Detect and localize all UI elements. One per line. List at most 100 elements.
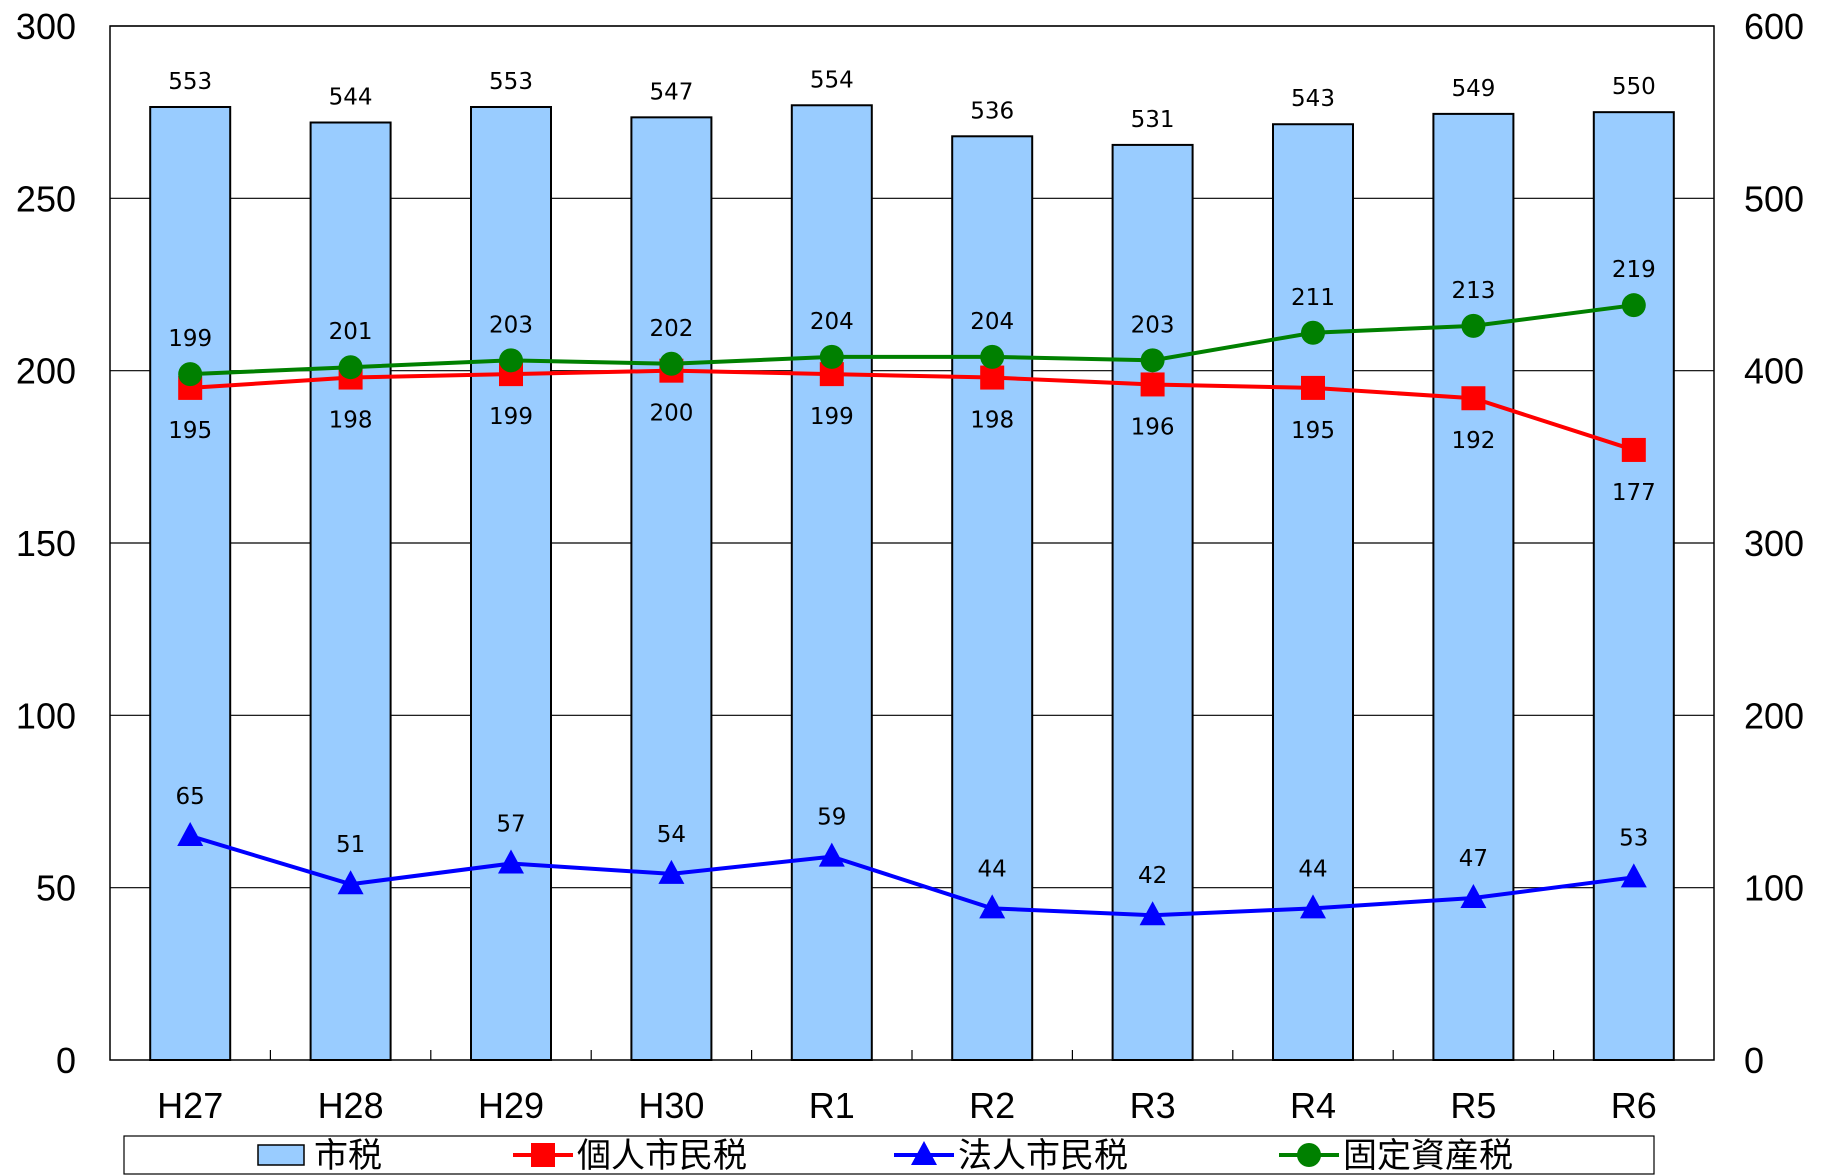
y-left-tick-label: 200 xyxy=(16,351,76,392)
square-marker xyxy=(1301,375,1325,400)
square-marker xyxy=(1140,372,1165,397)
line-value-label: 42 xyxy=(1138,863,1167,889)
triangle-marker xyxy=(1139,901,1166,926)
x-tick-label: H27 xyxy=(157,1085,223,1126)
line-value-label: 204 xyxy=(810,309,854,335)
y-right-tick-label: 200 xyxy=(1744,695,1804,736)
triangle-marker xyxy=(498,849,524,874)
bar-value-label: 531 xyxy=(1131,107,1175,133)
x-tick-label: R3 xyxy=(1130,1085,1176,1126)
x-tick-label: R2 xyxy=(969,1085,1015,1126)
line-value-label: 177 xyxy=(1612,480,1656,506)
line-value-label: 199 xyxy=(168,326,212,352)
bar-series xyxy=(149,104,1675,1062)
y-left-tick-label: 300 xyxy=(16,6,76,47)
x-tick-label: R4 xyxy=(1290,1085,1336,1126)
x-tick-label: H30 xyxy=(638,1085,704,1126)
circle-marker xyxy=(819,344,844,369)
bar-value-label: 549 xyxy=(1451,76,1495,102)
x-tick-label: R1 xyxy=(809,1085,855,1126)
triangle-marker xyxy=(818,842,845,867)
triangle-marker xyxy=(1460,884,1487,909)
bar-value-label: 536 xyxy=(970,98,1014,124)
x-tick-label: R6 xyxy=(1611,1085,1657,1126)
line-value-label: 65 xyxy=(176,784,205,810)
line-value-label: 51 xyxy=(336,832,365,858)
line-value-label: 202 xyxy=(649,316,693,342)
legend-triangle-marker xyxy=(911,1141,937,1165)
x-tick-label: R5 xyxy=(1450,1085,1496,1126)
legend-label: 市税 xyxy=(314,1136,382,1176)
y-right-tick-label: 0 xyxy=(1744,1040,1764,1081)
line-value-label: 198 xyxy=(329,408,373,434)
triangle-marker xyxy=(1620,863,1647,888)
bar-value-label: 553 xyxy=(168,69,212,95)
square-marker xyxy=(1461,386,1486,411)
bar-value-label: 547 xyxy=(649,79,693,105)
circle-marker xyxy=(1301,320,1325,345)
x-tick-label: H28 xyxy=(318,1085,384,1126)
x-tick-label: H29 xyxy=(478,1085,544,1126)
line-value-label: 211 xyxy=(1291,285,1335,311)
circle-marker xyxy=(980,344,1005,369)
line-value-label: 196 xyxy=(1131,414,1175,440)
bar-value-label: 543 xyxy=(1291,86,1335,112)
bar-H30 xyxy=(630,116,713,1061)
line-value-label: 195 xyxy=(1291,418,1335,444)
y-left-tick-label: 250 xyxy=(16,178,76,219)
bar-value-label: 550 xyxy=(1612,74,1656,100)
line-value-label: 203 xyxy=(489,312,533,338)
data-labels: 553 544 553 547 554 536 531 543 549 550 195 198 199 2… xyxy=(168,67,1656,889)
triangle-marker xyxy=(1300,894,1326,919)
circle-marker xyxy=(1621,293,1646,318)
circle-marker xyxy=(499,348,523,373)
bar-H27 xyxy=(149,105,232,1062)
bar-R2 xyxy=(951,135,1034,1061)
square-marker xyxy=(980,365,1005,390)
line-value-label: 219 xyxy=(1612,257,1656,283)
y-right-tick-label: 100 xyxy=(1744,868,1804,909)
line-value-label: 200 xyxy=(649,401,693,427)
y-right-tick-label: 600 xyxy=(1744,6,1804,47)
line-value-label: 204 xyxy=(970,309,1014,335)
legend-square-marker xyxy=(531,1143,555,1167)
line-triangle xyxy=(189,834,1635,918)
line-value-label: 192 xyxy=(1451,428,1495,454)
circle-marker xyxy=(178,362,203,387)
bar-value-label: 553 xyxy=(489,69,533,95)
line-circle xyxy=(190,303,1635,377)
circle-marker xyxy=(1461,313,1486,338)
bar-R6 xyxy=(1592,111,1675,1061)
line-value-label: 213 xyxy=(1451,278,1495,304)
line-value-label: 44 xyxy=(1298,856,1327,882)
bar-R4 xyxy=(1272,123,1354,1062)
legend: 市税 個人市民税 法人市民税 固定資産税 xyxy=(123,1135,1655,1176)
y-left-tick-label: 0 xyxy=(56,1040,76,1081)
line-value-label: 198 xyxy=(970,408,1014,434)
line-value-label: 54 xyxy=(657,822,686,848)
y-right-tick-label: 400 xyxy=(1744,351,1804,392)
y-left-tick-label: 50 xyxy=(36,868,76,909)
circle-marker xyxy=(338,355,363,380)
line-value-label: 53 xyxy=(1619,825,1648,851)
legend-label: 個人市民税 xyxy=(577,1136,747,1176)
line-value-label: 47 xyxy=(1459,846,1488,872)
circle-marker xyxy=(659,351,684,376)
line-value-label: 199 xyxy=(489,404,533,430)
circle-marker xyxy=(1140,348,1165,373)
legend-label: 法人市民税 xyxy=(958,1136,1128,1176)
line-value-label: 203 xyxy=(1131,312,1175,338)
line-series xyxy=(177,293,1647,926)
y-left-tick-label: 100 xyxy=(16,695,76,736)
bar-value-label: 544 xyxy=(329,85,373,111)
line-square xyxy=(190,368,1635,452)
line-value-label: 199 xyxy=(810,404,854,430)
square-marker xyxy=(1621,437,1646,462)
bar-R5 xyxy=(1432,112,1515,1061)
legend-circle-marker xyxy=(1297,1143,1321,1167)
y-right-tick-label: 500 xyxy=(1744,178,1804,219)
legend-frame xyxy=(123,1135,1655,1175)
legend-label: 固定資産税 xyxy=(1343,1136,1513,1176)
bar-R1 xyxy=(790,104,873,1062)
